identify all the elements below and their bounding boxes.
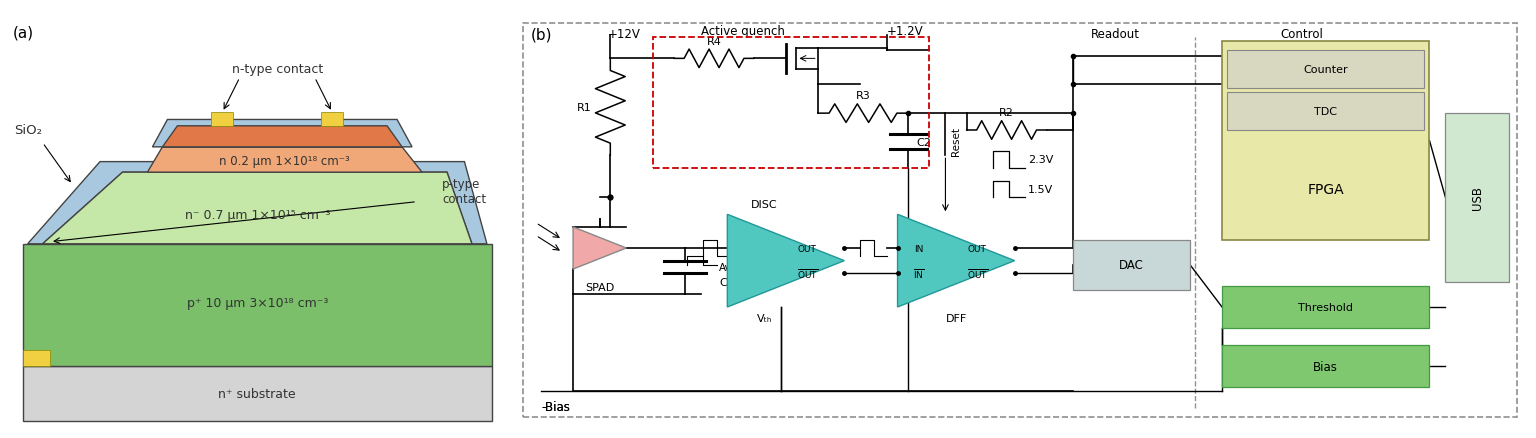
Text: +1.2V: +1.2V (886, 25, 923, 39)
Polygon shape (573, 227, 627, 269)
Bar (1223, 42, 1430, 240)
Text: DFF: DFF (946, 314, 966, 324)
Polygon shape (43, 173, 472, 244)
Text: n-type contact: n-type contact (232, 63, 323, 76)
Text: C1: C1 (719, 277, 734, 287)
Text: -Bias: -Bias (541, 399, 570, 413)
Bar (1445, 114, 1510, 282)
Text: Threshold: Threshold (1298, 302, 1353, 312)
Text: n 0.2 μm 1×10¹⁸ cm⁻³: n 0.2 μm 1×10¹⁸ cm⁻³ (220, 155, 350, 167)
Text: DAC: DAC (1120, 259, 1144, 272)
Polygon shape (163, 127, 402, 148)
Text: 1.5V: 1.5V (1028, 184, 1054, 194)
Bar (1074, 240, 1190, 290)
Text: R3: R3 (856, 91, 871, 101)
Bar (321, 113, 343, 127)
Text: OUT: OUT (797, 244, 817, 253)
Bar (23, 350, 51, 366)
Text: $\overline{\mathrm{IN}}$: $\overline{\mathrm{IN}}$ (912, 267, 925, 281)
Text: Vₜₕ: Vₜₕ (757, 314, 773, 324)
Bar (1223, 286, 1430, 328)
Text: Readout: Readout (1091, 28, 1140, 41)
Text: SPAD: SPAD (585, 282, 614, 292)
Text: FPGA: FPGA (1307, 183, 1344, 197)
Text: $\overline{\mathrm{OUT}}$: $\overline{\mathrm{OUT}}$ (797, 267, 817, 281)
Text: SiO₂: SiO₂ (14, 124, 41, 137)
Text: n⁻ 0.7 μm 1×10¹⁵ cm⁻³: n⁻ 0.7 μm 1×10¹⁵ cm⁻³ (184, 208, 330, 221)
Bar (1227, 93, 1424, 131)
Text: C2: C2 (915, 138, 931, 148)
Text: Ava: Ava (719, 262, 739, 272)
Text: R1: R1 (578, 102, 591, 113)
Text: IN: IN (914, 244, 923, 253)
Polygon shape (163, 127, 402, 148)
Polygon shape (43, 173, 472, 244)
Text: Reset: Reset (951, 127, 960, 155)
Bar (212, 113, 233, 127)
Text: n⁺ substrate: n⁺ substrate (218, 387, 296, 400)
Text: Counter: Counter (1304, 65, 1349, 75)
Text: R4: R4 (707, 37, 722, 46)
Bar (23, 366, 492, 421)
Text: Bias: Bias (1313, 360, 1338, 373)
Bar (1227, 51, 1424, 88)
Text: (b): (b) (530, 28, 551, 42)
Text: USB: USB (1471, 186, 1484, 210)
Text: $\overline{\mathrm{OUT}}$: $\overline{\mathrm{OUT}}$ (966, 267, 988, 281)
Polygon shape (152, 120, 412, 148)
Text: Control: Control (1281, 28, 1324, 41)
Polygon shape (897, 215, 1015, 307)
Text: p-type
contact: p-type contact (442, 178, 485, 205)
Bar (1223, 345, 1430, 387)
Text: DISC: DISC (751, 199, 777, 209)
Bar (23, 244, 492, 366)
Text: R2: R2 (998, 108, 1014, 118)
Polygon shape (728, 215, 845, 307)
Polygon shape (28, 162, 487, 244)
Text: 2.3V: 2.3V (1028, 155, 1054, 165)
Text: OUT: OUT (968, 244, 986, 253)
Text: +12V: +12V (608, 28, 641, 41)
Text: -Bias: -Bias (541, 399, 570, 413)
Polygon shape (147, 148, 422, 173)
Text: TDC: TDC (1315, 107, 1338, 117)
Text: Active quench: Active quench (702, 25, 785, 39)
Bar (653, 38, 929, 169)
Text: p⁺ 10 μm 3×10¹⁸ cm⁻³: p⁺ 10 μm 3×10¹⁸ cm⁻³ (186, 297, 329, 310)
Text: n⁺ 0.15 μm 1×10¹⁹ cm⁻³: n⁺ 0.15 μm 1×10¹⁹ cm⁻³ (212, 131, 356, 145)
Text: (a): (a) (12, 25, 34, 41)
